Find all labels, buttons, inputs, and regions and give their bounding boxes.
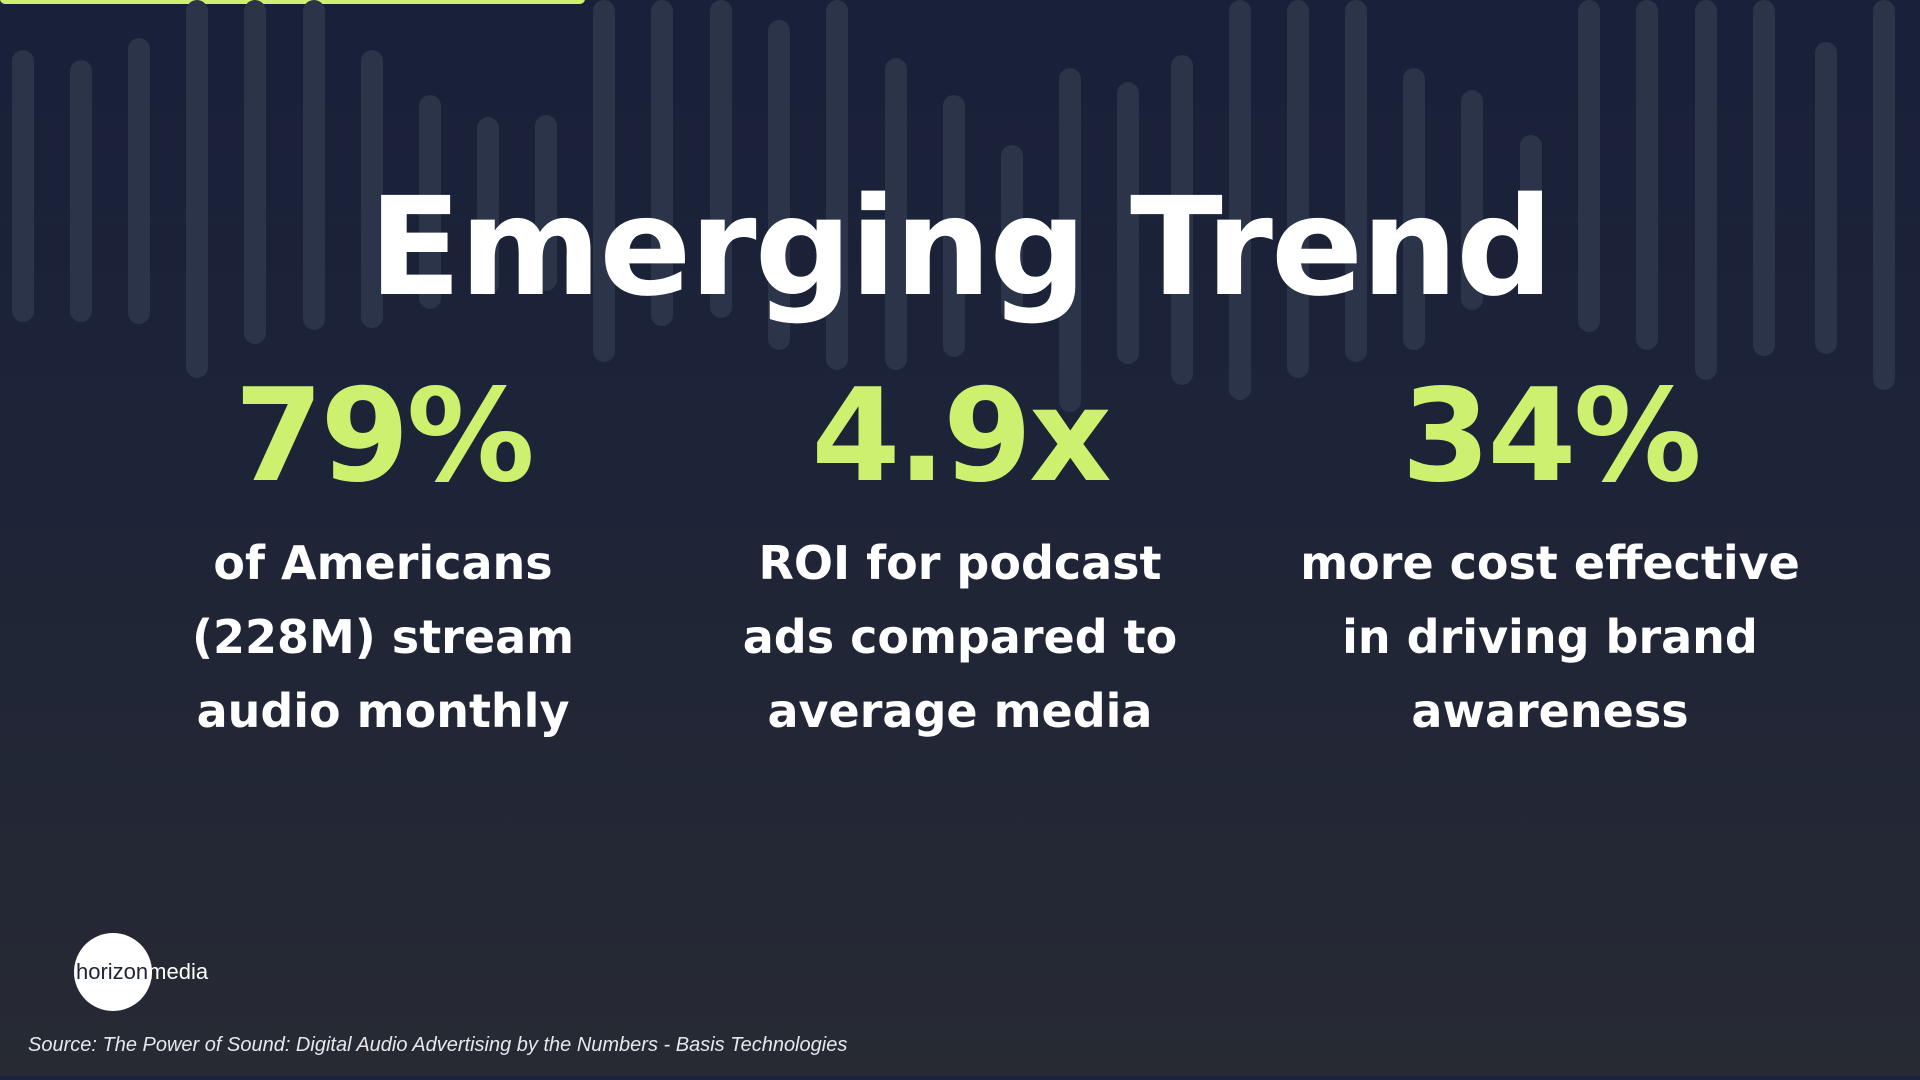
- stat-block-americans: 79% of Americans (228M) stream audio mon…: [93, 372, 673, 748]
- waveform-bar: [826, 0, 848, 370]
- waveform-bar: [535, 115, 557, 291]
- stat-value: 79%: [234, 362, 534, 511]
- waveform-bar: [943, 95, 965, 357]
- waveform-bar: [361, 50, 383, 328]
- logo-text: horizonmedia: [76, 958, 208, 986]
- slide-title: Emerging Trend: [368, 169, 1554, 327]
- stat-description: ROI for podcast ads compared to average …: [742, 536, 1178, 738]
- stat-description: of Americans (228M) stream audio monthly: [191, 536, 575, 738]
- stat-value: 34%: [1401, 362, 1701, 511]
- waveform-bar: [1753, 0, 1775, 356]
- waveform-bar: [1059, 68, 1081, 412]
- waveform-bar: [419, 95, 441, 309]
- waveform-bar: [70, 60, 92, 322]
- waveform-bar: [1520, 135, 1542, 277]
- waveform-bar: [1461, 90, 1483, 310]
- waveform-bar: [303, 0, 325, 330]
- waveform-bar: [186, 0, 208, 378]
- waveform-bar: [1403, 68, 1425, 350]
- waveform-bar: [1287, 0, 1309, 378]
- waveform-bar: [768, 20, 790, 350]
- waveform-bar: [710, 0, 732, 318]
- source-citation: Source: The Power of Sound: Digital Audi…: [28, 1034, 848, 1056]
- waveform-background: [12, 0, 1895, 412]
- stat-block-cost: 34% more cost effective in driving brand…: [1260, 372, 1840, 748]
- logo-word-media: media: [148, 959, 209, 984]
- waveform-bar: [1345, 0, 1367, 362]
- waveform-bar: [477, 117, 499, 295]
- waveform-bar: [885, 58, 907, 370]
- waveform-bar: [651, 0, 673, 326]
- waveform-bar: [593, 0, 615, 362]
- stat-value: 4.9x: [811, 362, 1111, 511]
- logo-circle: [74, 933, 152, 1011]
- waveform-bar: [1117, 82, 1139, 364]
- waveform-bar: [1229, 0, 1251, 400]
- waveform-bar: [1001, 145, 1023, 321]
- waveform-bar: [1695, 0, 1717, 380]
- accent-bar: [0, 0, 585, 4]
- waveform-bar: [1815, 42, 1837, 354]
- waveform-bar: [1873, 0, 1895, 390]
- waveform-bar: [1636, 0, 1658, 350]
- bottom-border: [0, 1076, 1920, 1080]
- logo-word-horizon: horizon: [76, 959, 149, 984]
- waveform-bar: [1578, 0, 1600, 332]
- waveform-bar: [244, 0, 266, 344]
- stat-block-roi: 4.9x ROI for podcast ads compared to ave…: [670, 372, 1250, 748]
- waveform-bar: [128, 38, 150, 324]
- waveform-bar: [12, 50, 34, 322]
- stat-description: more cost effective in driving brand awa…: [1300, 536, 1800, 738]
- waveform-bar: [1171, 55, 1193, 385]
